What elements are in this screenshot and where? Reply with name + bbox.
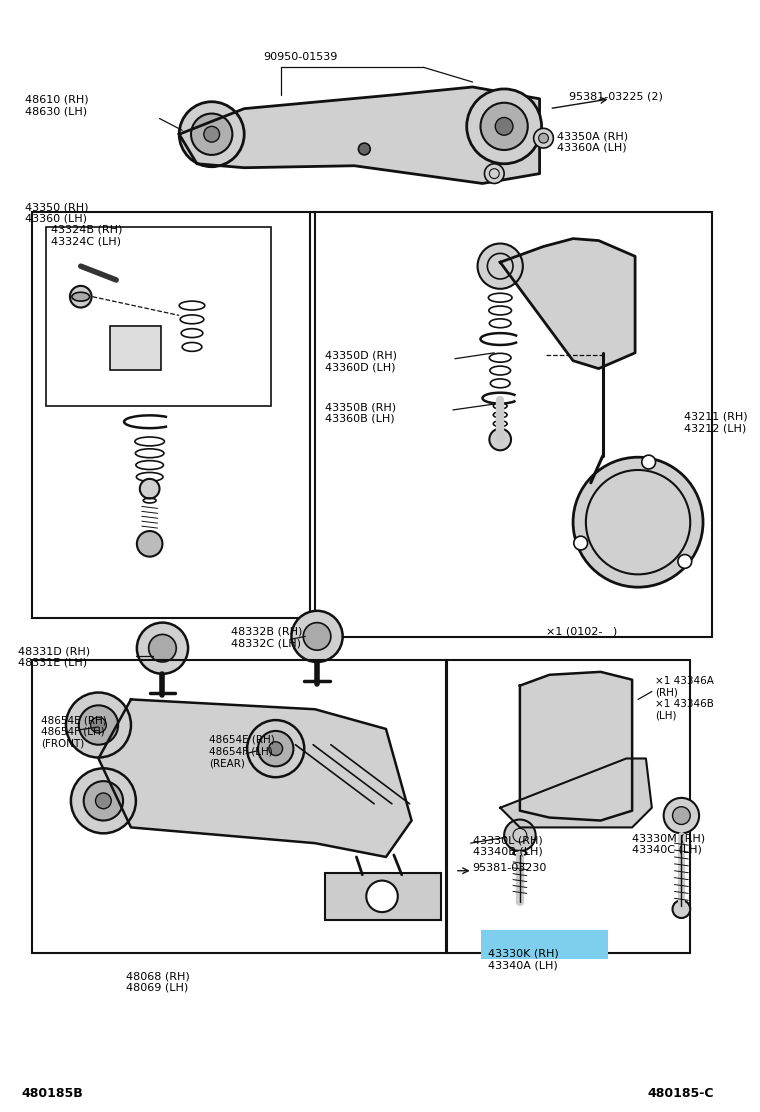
Circle shape [480,102,527,150]
Bar [46,227,271,406]
FancyBboxPatch shape [482,930,607,960]
Text: 43350A (RH)
43360A (LH): 43350A (RH) 43360A (LH) [557,131,629,152]
Circle shape [477,244,523,289]
Circle shape [303,623,331,651]
Text: 43324B (RH)
43324C (LH): 43324B (RH) 43324C (LH) [51,225,122,247]
Circle shape [90,717,106,733]
Text: 480185-C: 480185-C [648,1088,714,1101]
Circle shape [534,128,553,148]
Text: 90950-01539: 90950-01539 [263,52,337,62]
Circle shape [96,793,111,808]
Circle shape [359,143,370,155]
Circle shape [247,721,304,777]
Circle shape [678,555,692,568]
Circle shape [70,286,91,308]
Polygon shape [179,87,540,183]
Text: 48068 (RH)
48069 (LH): 48068 (RH) 48069 (LH) [125,971,189,993]
Circle shape [137,623,188,674]
Circle shape [663,798,699,833]
Circle shape [149,635,176,662]
Circle shape [574,536,587,550]
Text: 43330L (RH)
43340B (LH): 43330L (RH) 43340B (LH) [473,835,543,857]
Text: 48610 (RH)
48630 (LH): 48610 (RH) 48630 (LH) [24,95,88,117]
Polygon shape [99,699,412,857]
Bar [325,873,441,920]
Circle shape [539,133,549,143]
Circle shape [467,89,542,163]
Circle shape [137,532,163,557]
Polygon shape [500,239,635,368]
Bar [110,326,161,369]
Circle shape [258,731,293,766]
Text: 43211 (RH)
43212 (LH): 43211 (RH) 43212 (LH) [684,411,748,434]
Text: ×1 43346A
(RH)
×1 43346B
(LH): ×1 43346A (RH) ×1 43346B (LH) [655,676,714,721]
Text: 480185B: 480185B [22,1088,84,1101]
Ellipse shape [72,292,90,301]
Text: 43350B (RH)
43360B (LH): 43350B (RH) 43360B (LH) [325,403,396,424]
Text: 43350D (RH)
43360D (LH): 43350D (RH) 43360D (LH) [325,351,397,373]
Text: 95381-03230: 95381-03230 [473,863,547,873]
Circle shape [204,127,220,142]
Text: ×1 (0102-   ): ×1 (0102- ) [546,626,618,636]
Polygon shape [520,672,632,821]
Circle shape [504,820,536,851]
Circle shape [291,610,343,662]
Circle shape [269,742,283,755]
Text: 43350 (RH)
43360 (LH): 43350 (RH) 43360 (LH) [24,202,88,224]
Circle shape [71,768,136,833]
Text: 43330M (RH)
43340C (LH): 43330M (RH) 43340C (LH) [632,833,705,855]
Circle shape [641,455,656,469]
Text: 48654E (RH)
48654F (LH)
(FRONT): 48654E (RH) 48654F (LH) (FRONT) [41,715,107,748]
Bar [446,661,690,953]
Circle shape [573,457,703,587]
Circle shape [66,693,131,757]
Circle shape [673,901,690,919]
Text: 48331D (RH)
48331E (LH): 48331D (RH) 48331E (LH) [17,646,90,668]
Circle shape [84,781,123,821]
Text: 95381-03225 (2): 95381-03225 (2) [569,92,663,102]
Circle shape [366,881,397,912]
Bar [310,212,712,637]
Polygon shape [500,758,652,827]
Circle shape [484,163,504,183]
Circle shape [179,101,244,167]
Circle shape [489,428,511,450]
Circle shape [496,118,513,136]
Bar [31,661,447,953]
Circle shape [191,113,233,155]
Text: 43330K (RH)
43340A (LH): 43330K (RH) 43340A (LH) [489,949,559,970]
Circle shape [79,705,118,745]
Circle shape [140,479,160,498]
Text: 48654E (RH)
48654F (LH)
(REAR): 48654E (RH) 48654F (LH) (REAR) [209,735,274,768]
Circle shape [673,806,690,824]
Text: 48332B (RH)
48332C (LH): 48332B (RH) 48332C (LH) [231,626,302,648]
Bar [31,212,315,617]
